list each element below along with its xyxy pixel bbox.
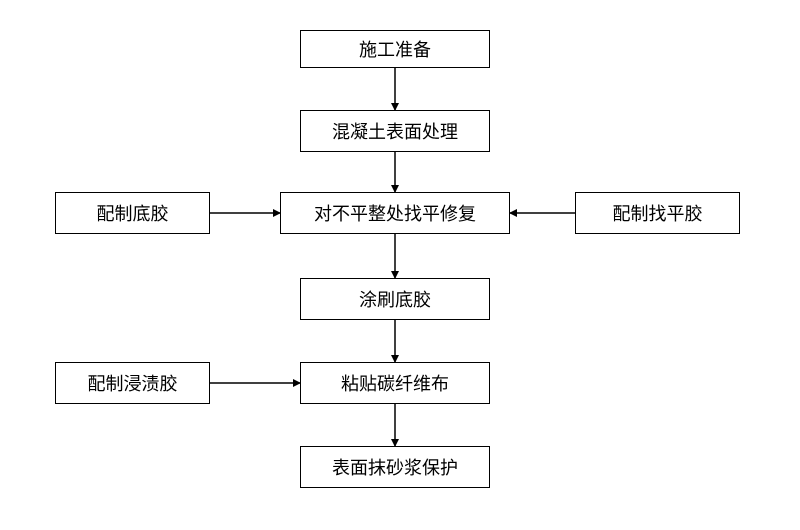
flow-node-label: 配制底胶 — [97, 200, 169, 226]
flow-node-n6: 表面抹砂浆保护 — [300, 446, 490, 488]
flow-node-label: 粘贴碳纤维布 — [341, 370, 449, 396]
flow-node-label: 对不平整处找平修复 — [314, 200, 476, 226]
flow-node-label: 配制浸渍胶 — [88, 370, 178, 396]
flow-node-n2: 混凝土表面处理 — [300, 110, 490, 152]
flow-node-label: 表面抹砂浆保护 — [332, 454, 458, 480]
flow-node-n3: 对不平整处找平修复 — [280, 192, 510, 234]
flow-node-label: 施工准备 — [359, 36, 431, 62]
flow-node-n4: 涂刷底胶 — [300, 278, 490, 320]
flow-node-n1: 施工准备 — [300, 30, 490, 68]
flow-node-s3: 配制浸渍胶 — [55, 362, 210, 404]
flow-node-label: 涂刷底胶 — [359, 286, 431, 312]
flow-node-label: 配制找平胶 — [613, 200, 703, 226]
flow-node-s2: 配制找平胶 — [575, 192, 740, 234]
flow-node-label: 混凝土表面处理 — [332, 118, 458, 144]
flow-node-n5: 粘贴碳纤维布 — [300, 362, 490, 404]
flow-node-s1: 配制底胶 — [55, 192, 210, 234]
